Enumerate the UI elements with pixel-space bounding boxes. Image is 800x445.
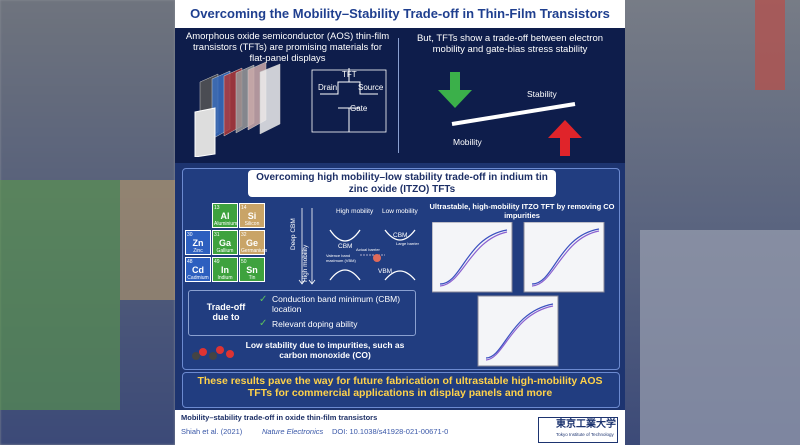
logo: 東京工業大学 xyxy=(556,419,616,430)
element-number: 50 xyxy=(241,259,247,265)
co-molecules xyxy=(192,346,234,360)
bg-cell xyxy=(120,180,175,300)
bg-arrow xyxy=(755,0,785,90)
element-cell: 49 In Indium xyxy=(212,257,238,282)
element-cell: 48 Cd Cadmium xyxy=(185,257,211,282)
conclusion-box xyxy=(182,372,620,408)
title-bar xyxy=(175,0,625,28)
element-number: 48 xyxy=(187,259,193,265)
element-symbol: In xyxy=(221,265,229,275)
element-number: 13 xyxy=(214,205,220,211)
tradeoff-box xyxy=(188,290,416,336)
band-valence: Valence band maximum (VBM) xyxy=(326,253,356,263)
plots-title: Ultrastable, high-mobility ITZO TFT by r… xyxy=(429,202,615,220)
element-symbol: Sn xyxy=(246,265,258,275)
band-large: Large barrier xyxy=(396,241,419,246)
band-vbm: VBM xyxy=(378,268,393,275)
band-actual: Actual barrier xyxy=(356,247,380,252)
element-cell: 50 Sn Tin xyxy=(239,257,265,282)
tft-label: TFT xyxy=(342,70,357,79)
element-name: Germanium xyxy=(241,248,268,254)
conclusion: These results pave the way for future fa… xyxy=(197,375,603,400)
element-name: Indium xyxy=(217,275,233,281)
band-cbm-left: CBM xyxy=(338,243,353,250)
element-name: Zinc xyxy=(193,248,203,254)
logo-box xyxy=(538,417,618,443)
element-symbol: Zn xyxy=(192,238,204,248)
element-name: Tin xyxy=(248,275,256,281)
gate-label: Gate xyxy=(350,104,368,113)
element-number: 32 xyxy=(241,232,247,238)
element-name: Cadmium xyxy=(187,275,209,281)
element-cell: 14 Si Silicon xyxy=(239,203,265,228)
element-number: 14 xyxy=(241,205,247,211)
title: Overcoming the Mobility–Stability Trade-… xyxy=(190,6,610,21)
footer-doi: DOI: 10.1038/s41928-021-00671-0 xyxy=(332,427,449,436)
reason: Relevant doping ability xyxy=(272,319,358,329)
check: ✓ xyxy=(259,294,268,305)
logo-sub: Tokyo Institute of Technology xyxy=(556,432,614,437)
tft-stack xyxy=(194,62,281,157)
impurity-text: Low stability due to impurities, such as… xyxy=(245,340,405,360)
element-symbol: Ga xyxy=(218,238,231,248)
element-number: 30 xyxy=(187,232,193,238)
element-cell: 13 Al Aluminium xyxy=(212,203,238,228)
footer-journal: Nature Electronics xyxy=(262,427,324,436)
element-name: Aluminium xyxy=(214,221,238,227)
divider xyxy=(398,38,399,153)
deep-cbm: Deep CBM xyxy=(290,218,297,250)
tradeoff-label: Trade-off due to xyxy=(206,302,246,323)
periodic-table: 13 Al Aluminium 14 Si Silicon 30 Zn Zinc 31 Ga Gall… xyxy=(185,203,295,283)
footer xyxy=(175,410,625,445)
element-number: 49 xyxy=(214,259,220,265)
tradeoff-graphic xyxy=(438,72,582,156)
bg-plot xyxy=(640,230,800,445)
element-cell: 32 Ge Germanium xyxy=(239,230,268,255)
element-symbol: Cd xyxy=(192,265,204,275)
mobility-label: Mobility xyxy=(453,137,482,147)
middle-heading: Overcoming high mobility–low stability t… xyxy=(248,170,556,197)
drain-label: Drain xyxy=(318,83,338,92)
band-high: High mobility xyxy=(336,208,374,215)
plots xyxy=(432,222,605,367)
tft-schematic xyxy=(311,68,387,133)
band-low: Low mobility xyxy=(382,208,418,215)
element-symbol: Al xyxy=(220,211,230,221)
bg-cell xyxy=(0,180,120,410)
band-diagram xyxy=(329,229,416,281)
source-label: Source xyxy=(358,83,384,92)
footer-title: Mobility–stability trade-off in oxide th… xyxy=(181,413,378,422)
element-name: Silicon xyxy=(244,221,260,227)
element-symbol: Si xyxy=(247,211,257,221)
band-cbm-right: CBM xyxy=(393,232,408,239)
reason: Conduction band minimum (CBM) location xyxy=(272,294,401,314)
stability-label: Stability xyxy=(527,89,557,99)
element-symbol: Ge xyxy=(245,238,258,248)
footer-authors: Shiah et al. (2021) xyxy=(181,427,243,436)
element-cell: 31 Ga Gallium xyxy=(212,230,238,255)
element-name: Gallium xyxy=(216,248,234,254)
aos-text: Amorphous oxide semiconductor (AOS) thin… xyxy=(185,31,390,64)
tradeoff-text: But, TFTs show a trade-off between elect… xyxy=(416,33,604,55)
check: ✓ xyxy=(259,318,268,329)
axis-arrows xyxy=(298,208,316,285)
element-number: 31 xyxy=(214,232,220,238)
element-cell: 30 Zn Zinc xyxy=(185,230,211,255)
